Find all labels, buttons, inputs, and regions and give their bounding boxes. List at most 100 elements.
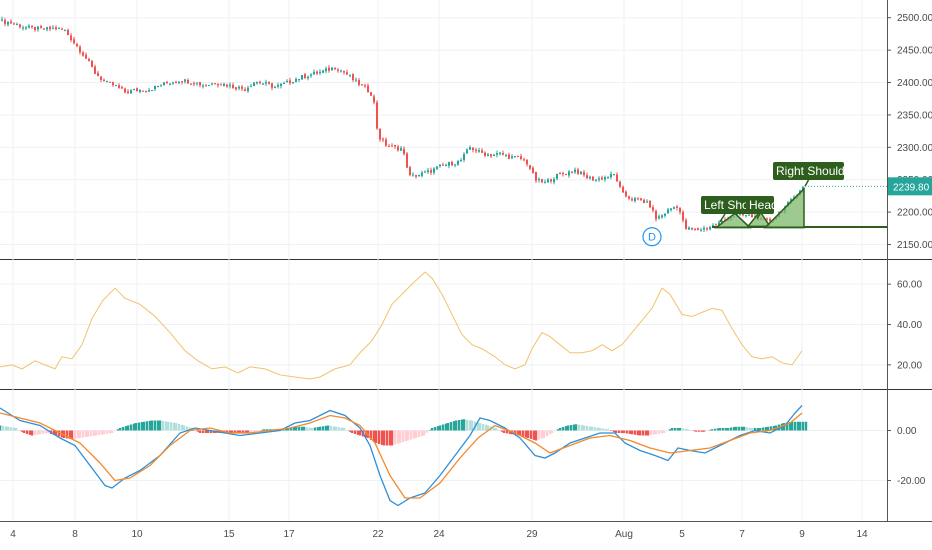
candle-body xyxy=(511,156,513,159)
candle-body xyxy=(58,27,60,29)
histogram-bar xyxy=(748,427,752,431)
candle-body xyxy=(562,173,564,175)
candle-body xyxy=(454,164,456,166)
candle-body xyxy=(427,170,429,172)
histogram-bar xyxy=(4,426,8,431)
time-scale[interactable]: 4 8 10 15 17 22 24 29 Aug 5 7 9 14 xyxy=(10,529,868,540)
histogram-bar xyxy=(670,428,674,431)
histogram-bar xyxy=(134,423,138,431)
histogram-bar xyxy=(94,430,98,436)
candle-body xyxy=(586,175,588,179)
histogram-bar xyxy=(65,430,69,439)
histogram-bar xyxy=(444,423,448,431)
candle-body xyxy=(679,208,681,213)
candle-body xyxy=(178,81,180,84)
annotation-callout[interactable]: Right Shoulder xyxy=(773,162,855,187)
histogram-bar xyxy=(558,428,562,431)
candle-body xyxy=(253,82,255,87)
candle-body xyxy=(502,152,504,155)
histogram-bar xyxy=(118,428,122,431)
candle-body xyxy=(31,26,33,28)
histogram-bar xyxy=(564,426,568,431)
candle-body xyxy=(475,149,477,152)
dividend-marker[interactable]: D xyxy=(642,227,662,247)
candle-body xyxy=(520,156,522,159)
candle-body xyxy=(292,82,294,84)
candle-body xyxy=(316,71,318,74)
histogram-bar xyxy=(294,426,298,431)
candle-body xyxy=(610,173,612,178)
candle-body xyxy=(574,169,576,173)
candle-body xyxy=(10,21,12,24)
price-scale[interactable]: 2150.002200.002250.002300.002350.002400.… xyxy=(805,13,932,487)
histogram-bar xyxy=(742,426,746,431)
histogram-bar xyxy=(470,420,474,431)
candle-body xyxy=(676,206,678,208)
candle-body xyxy=(607,176,609,178)
candle-body xyxy=(28,25,30,28)
candle-body xyxy=(601,177,603,180)
histogram-bar xyxy=(150,420,154,431)
candle-body xyxy=(532,167,534,173)
candle-body xyxy=(394,144,396,147)
y-tick-label: 2400.00 xyxy=(897,78,932,89)
histogram-bar xyxy=(158,420,162,431)
histogram-bar xyxy=(326,425,330,431)
candle-body xyxy=(700,229,702,231)
candle-body xyxy=(391,145,393,147)
candle-body xyxy=(382,138,384,140)
candle-body xyxy=(364,85,366,87)
rsi-pane xyxy=(0,271,803,380)
candle-body xyxy=(130,90,132,94)
candle-body xyxy=(553,179,555,183)
x-tick-label: 29 xyxy=(526,529,538,540)
candle-body xyxy=(526,160,528,165)
annotation-callout[interactable]: Head xyxy=(746,196,778,220)
candle-body xyxy=(694,228,696,230)
candle-body xyxy=(112,82,114,86)
histogram-bar xyxy=(537,430,541,440)
candle-body xyxy=(94,66,96,74)
candle-body xyxy=(202,85,204,87)
x-tick-label: 14 xyxy=(856,529,868,540)
histogram-bar xyxy=(633,430,637,435)
y-tick-label: 0.00 xyxy=(897,426,917,437)
histogram-bar xyxy=(401,430,405,443)
histogram-bar xyxy=(238,430,242,433)
histogram-bar xyxy=(641,430,645,436)
annotation-callout[interactable]: Left Shou xyxy=(701,196,755,223)
candle-body xyxy=(322,70,324,73)
candle-body xyxy=(313,71,315,75)
candle-body xyxy=(310,74,312,76)
histogram-bar xyxy=(398,430,402,443)
histogram-bar xyxy=(790,421,794,431)
histogram-bar xyxy=(638,430,642,436)
candle-body xyxy=(352,74,354,80)
histogram-bar xyxy=(580,425,584,431)
candle-body xyxy=(307,76,309,79)
histogram-bar xyxy=(521,430,525,437)
candle-body xyxy=(250,86,252,88)
histogram-bar xyxy=(164,421,168,431)
candle-body xyxy=(556,173,558,179)
histogram-bar xyxy=(25,430,29,434)
histogram-bar xyxy=(596,427,600,431)
candle-body xyxy=(406,153,408,168)
histogram-bar xyxy=(446,423,450,431)
candle-body xyxy=(268,81,270,84)
histogram-bar xyxy=(68,430,72,439)
histogram-bar xyxy=(377,430,381,444)
candle-body xyxy=(496,153,498,155)
histogram-bar xyxy=(185,426,189,431)
histogram-bar xyxy=(681,428,685,431)
histogram-bar xyxy=(457,420,461,431)
candle-body xyxy=(274,86,276,88)
candle-body xyxy=(631,198,633,201)
histogram-bar xyxy=(340,427,344,431)
histogram-bar xyxy=(129,424,133,431)
histogram-bar xyxy=(673,428,677,431)
candle-body xyxy=(13,23,15,25)
histogram-bar xyxy=(206,430,210,433)
